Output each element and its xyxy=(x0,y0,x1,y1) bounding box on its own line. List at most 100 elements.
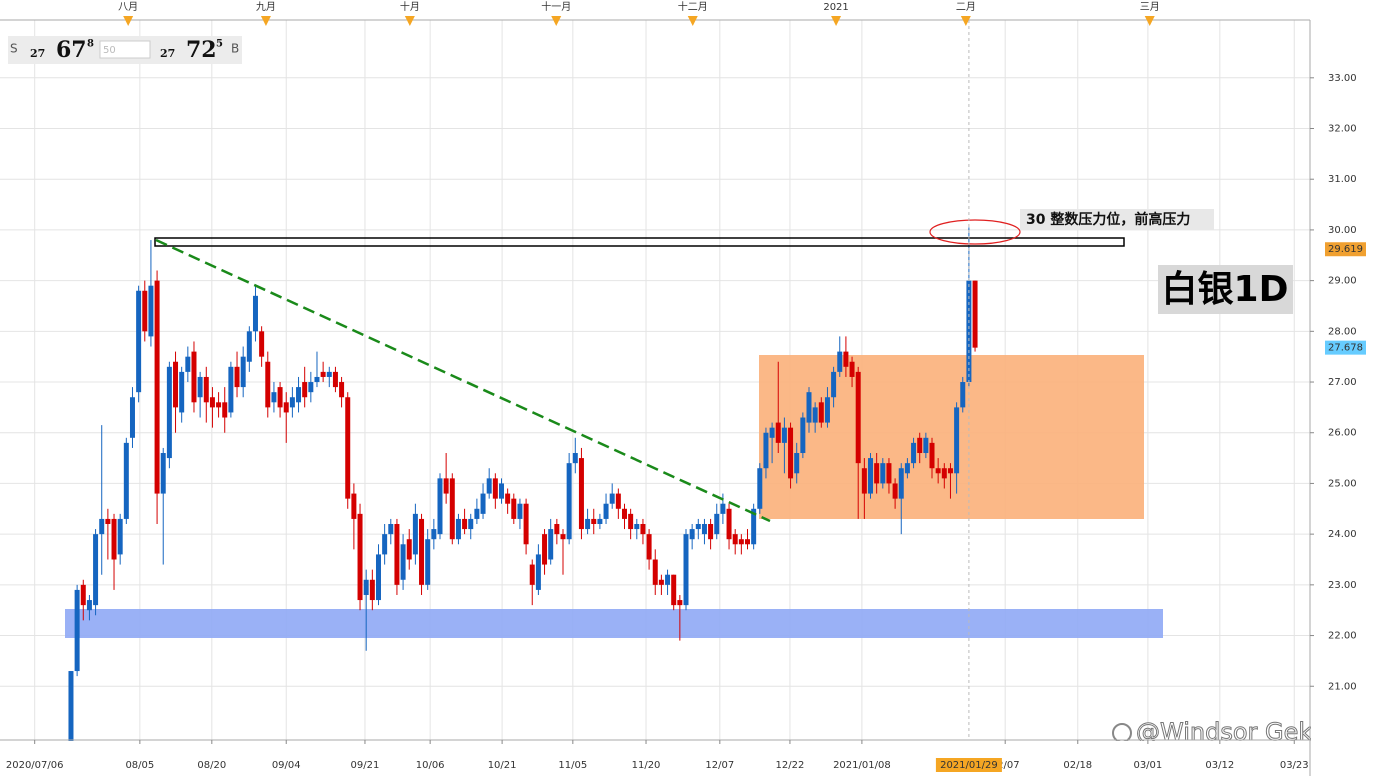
price-tag: 29.619 xyxy=(1328,244,1363,255)
annotation: 30 整数压力位，前高压力 xyxy=(1026,211,1190,228)
candle-body xyxy=(714,513,720,535)
month-label: 九月 xyxy=(256,1,276,13)
y-tick-label: 22.00 xyxy=(1328,631,1357,642)
candle-body xyxy=(468,518,474,530)
annotation-bg xyxy=(1020,209,1214,230)
x-tick-label: 08/20 xyxy=(197,760,226,771)
candle-body xyxy=(523,503,529,545)
candle-body xyxy=(831,371,837,398)
candle-body xyxy=(302,382,308,398)
candle-body xyxy=(615,493,621,509)
candle-body xyxy=(455,518,461,540)
month-label: 十月 xyxy=(400,0,420,13)
candle-body xyxy=(880,463,886,484)
sell-main: 67 xyxy=(56,37,87,63)
candle-body xyxy=(431,529,437,540)
right-band xyxy=(1311,0,1376,776)
candle-body xyxy=(904,463,910,474)
candle-body xyxy=(492,478,498,499)
candle-body xyxy=(708,524,714,540)
top-band xyxy=(0,0,1376,20)
month-marker xyxy=(123,16,134,26)
y-tick-label: 33.00 xyxy=(1328,73,1357,84)
candle-body xyxy=(929,442,935,469)
month-label: 十一月 xyxy=(541,0,571,13)
candle-body xyxy=(357,513,363,601)
candle-body xyxy=(701,524,707,535)
lots-input[interactable] xyxy=(99,40,151,59)
candle-body xyxy=(634,524,640,530)
candle-body xyxy=(345,397,351,499)
candle-body xyxy=(603,503,609,519)
candle-body xyxy=(868,458,874,494)
candle-body xyxy=(148,285,154,337)
price-tag: 27.678 xyxy=(1328,343,1363,354)
candle-body xyxy=(252,295,258,332)
candle-body xyxy=(160,453,166,494)
month-marker xyxy=(831,16,842,26)
x-tick-label: 10/06 xyxy=(416,760,445,771)
y-tick-label: 28.00 xyxy=(1328,326,1357,337)
candle-body xyxy=(154,280,160,494)
sell-sup: 8 xyxy=(87,39,94,50)
x-tick-label: 11/05 xyxy=(558,760,587,771)
candle-body xyxy=(400,544,406,580)
candle-body xyxy=(277,387,283,408)
candle-body xyxy=(173,361,179,408)
candle-body xyxy=(898,468,904,499)
month-label: 二月 xyxy=(956,1,976,13)
candle-body xyxy=(917,437,923,454)
candle-body xyxy=(166,366,172,459)
month-label: 2021 xyxy=(823,2,848,13)
trend-line xyxy=(155,238,771,523)
candle-body xyxy=(892,483,898,499)
x-tick-label: 09/04 xyxy=(272,760,301,771)
candle-body xyxy=(326,371,332,377)
month-label: 三月 xyxy=(1140,1,1160,13)
candle-body xyxy=(74,589,80,672)
candle-body xyxy=(849,361,855,377)
price-tag-bg xyxy=(1325,242,1366,257)
candle-body xyxy=(339,382,345,398)
candle-body xyxy=(744,539,750,545)
candle-body xyxy=(640,524,646,535)
candle-body xyxy=(560,534,566,540)
candle-body xyxy=(886,463,892,484)
y-tick-label: 23.00 xyxy=(1328,580,1357,591)
candle-body xyxy=(788,427,794,479)
candle-body xyxy=(185,356,191,372)
candle-body xyxy=(197,376,203,398)
candle-body xyxy=(283,402,289,413)
candle-body xyxy=(683,534,689,606)
candle-body xyxy=(529,564,535,585)
candle-body xyxy=(548,529,554,560)
month-marker xyxy=(260,16,271,26)
x-tick-label: 2021/01/08 xyxy=(833,760,891,771)
candle-body xyxy=(677,600,683,606)
price-tag-bg xyxy=(1325,340,1366,355)
candle-body xyxy=(480,493,486,514)
month-marker xyxy=(404,16,415,26)
candle-body xyxy=(505,493,511,504)
candle-body xyxy=(375,554,381,601)
candle-body xyxy=(68,671,74,743)
candle-body xyxy=(665,574,671,585)
candle-body xyxy=(720,503,726,514)
candle-body xyxy=(412,513,418,555)
candle-body xyxy=(419,518,425,585)
candle-body xyxy=(228,366,234,413)
candle-body xyxy=(240,356,246,388)
sell-big: 27 xyxy=(30,47,45,60)
candle-body xyxy=(129,397,135,438)
candle-body xyxy=(763,432,769,469)
candle-body xyxy=(535,554,541,590)
candle-body xyxy=(93,534,99,606)
y-tick-label: 21.00 xyxy=(1328,681,1357,692)
sell-label: S xyxy=(10,42,18,56)
candle-body xyxy=(658,579,664,585)
candle-body xyxy=(123,442,129,519)
candle-body xyxy=(781,427,787,443)
candle-body xyxy=(117,518,123,555)
